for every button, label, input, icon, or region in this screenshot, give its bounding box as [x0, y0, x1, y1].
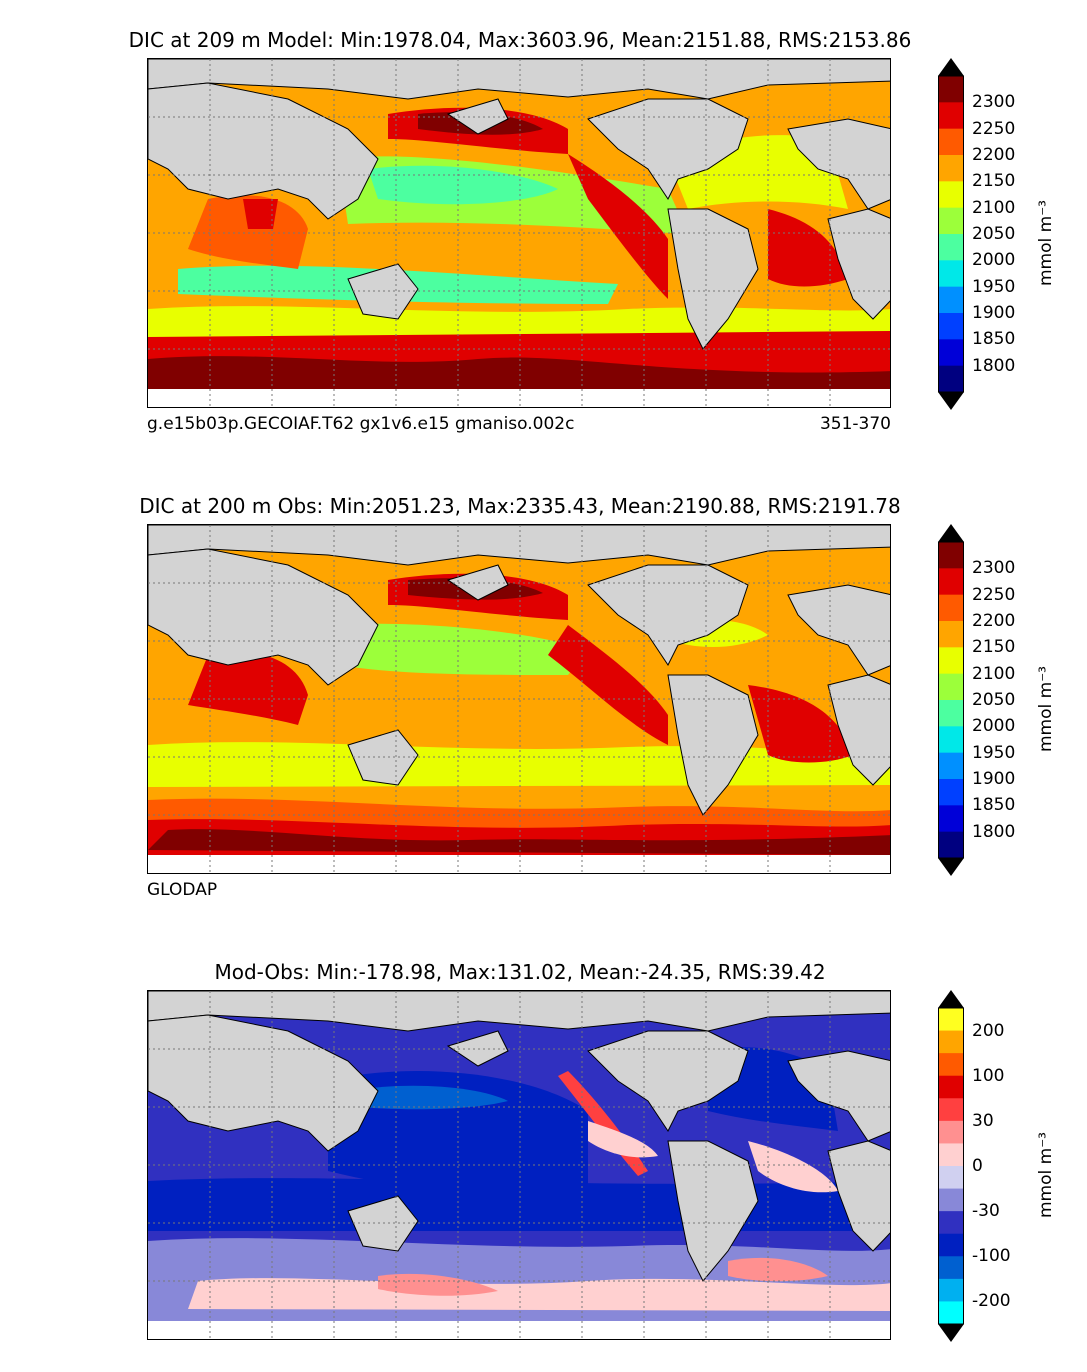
colorbar-swatch	[938, 260, 964, 288]
colorbar-swatch	[938, 286, 964, 314]
colorbar-tick-label: 1900	[972, 303, 1016, 323]
colorbar-bottom-arrow	[938, 392, 964, 410]
colorbar-top-arrow	[938, 58, 964, 76]
panel2-map	[147, 524, 891, 874]
colorbar-tick-label: -200	[972, 1291, 1011, 1312]
colorbar-top-arrow	[938, 990, 964, 1008]
colorbar-tick-label: 30	[972, 1110, 994, 1131]
colorbar-top-arrow	[938, 524, 964, 542]
colorbar-tick-label: 2050	[972, 224, 1016, 244]
colorbar-swatch	[938, 1075, 964, 1099]
colorbar-swatch	[938, 313, 964, 340]
colorbar-tick-label: 200	[972, 1020, 1005, 1041]
colorbar-tick-label: 1800	[972, 355, 1016, 376]
colorbar-tick-label: -100	[972, 1246, 1011, 1267]
colorbar-swatch	[938, 1188, 964, 1212]
colorbar-swatch	[938, 207, 964, 235]
colorbar-swatch	[938, 1120, 964, 1144]
panel1-years-label: 351-370	[819, 414, 891, 434]
colorbar-tick-label: 2050	[972, 690, 1016, 710]
colorbar-swatch	[938, 621, 964, 648]
colorbar-swatch	[938, 181, 964, 209]
colorbar-swatch	[938, 1301, 964, 1325]
colorbar-swatch	[938, 779, 964, 806]
colorbar-swatch	[938, 102, 964, 130]
colorbar-tick-label: 2200	[972, 611, 1016, 631]
colorbar-tick-label: 2000	[972, 250, 1016, 271]
colorbar-swatch	[938, 76, 964, 103]
colorbar-swatch	[938, 365, 964, 393]
colorbar-swatch	[938, 1233, 964, 1257]
colorbar-swatch	[938, 752, 964, 780]
colorbar-swatch	[938, 1008, 964, 1032]
panel2-colorbar-unit: mmol m⁻³	[1036, 666, 1056, 752]
colorbar-swatch	[938, 339, 964, 367]
colorbar-swatch	[938, 1256, 964, 1280]
colorbar-swatch	[938, 234, 964, 261]
panel2-title: DIC at 200 m Obs: Min:2051.23, Max:2335.…	[139, 494, 901, 518]
panel2-source-label: GLODAP	[147, 880, 218, 900]
panel1-case-label: g.e15b03p.GECOIAF.T62 gx1v6.e15 gmaniso.…	[147, 414, 575, 434]
colorbar-tick-label: 2150	[972, 171, 1016, 192]
panel3-colorbar-unit: mmol m⁻³	[1036, 1132, 1056, 1218]
colorbar-tick-label: 2000	[972, 716, 1016, 737]
panel3-colorbar	[938, 990, 964, 1342]
colorbar-tick-label: 2200	[972, 145, 1016, 165]
colorbar-swatch	[938, 128, 964, 156]
colorbar-swatch	[938, 1053, 964, 1077]
colorbar-swatch	[938, 1278, 964, 1302]
colorbar-tick-label: 2100	[972, 197, 1016, 218]
colorbar-swatch	[938, 1143, 964, 1167]
colorbar-tick-label: 1950	[972, 742, 1016, 763]
colorbar-tick-label: 2250	[972, 584, 1016, 605]
colorbar-outline	[938, 1007, 964, 1325]
colorbar-swatch	[938, 1098, 964, 1122]
colorbar-swatch	[938, 568, 964, 596]
colorbar-swatch	[938, 700, 964, 727]
panel1-map	[147, 58, 891, 408]
panel1-colorbar	[938, 58, 964, 410]
panel1-colorbar-unit: mmol m⁻³	[1036, 200, 1056, 286]
panel1-title: DIC at 209 m Model: Min:1978.04, Max:360…	[128, 28, 912, 52]
colorbar-bottom-arrow	[938, 1324, 964, 1342]
colorbar-swatch	[938, 647, 964, 675]
colorbar-swatch	[938, 831, 964, 859]
colorbar-swatch	[938, 1211, 964, 1235]
colorbar-tick-label: 1850	[972, 795, 1016, 816]
colorbar-tick-label: 2250	[972, 118, 1016, 139]
colorbar-swatch	[938, 1030, 964, 1054]
colorbar-tick-label: 2100	[972, 663, 1016, 684]
colorbar-tick-label: -30	[972, 1201, 1000, 1222]
colorbar-outline	[938, 75, 964, 393]
colorbar-swatch	[938, 155, 964, 182]
colorbar-swatch	[938, 1166, 964, 1190]
colorbar-swatch	[938, 805, 964, 833]
panel2-colorbar	[938, 524, 964, 876]
colorbar-swatch	[938, 594, 964, 622]
colorbar-swatch	[938, 726, 964, 754]
colorbar-tick-label: 2300	[972, 92, 1016, 113]
colorbar-bottom-arrow	[938, 858, 964, 876]
colorbar-tick-label: 1850	[972, 329, 1016, 350]
colorbar-swatch	[938, 542, 964, 569]
colorbar-tick-label: 100	[972, 1065, 1005, 1086]
colorbar-tick-label: 1800	[972, 821, 1016, 842]
colorbar-swatch	[938, 673, 964, 701]
colorbar-tick-label: 2300	[972, 558, 1016, 579]
panel3-title: Mod-Obs: Min:-178.98, Max:131.02, Mean:-…	[214, 960, 826, 984]
colorbar-tick-label: 0	[972, 1156, 983, 1176]
colorbar-tick-label: 1900	[972, 769, 1016, 789]
panel3-map	[147, 990, 891, 1340]
colorbar-outline	[938, 541, 964, 859]
colorbar-tick-label: 2150	[972, 637, 1016, 658]
colorbar-tick-label: 1950	[972, 276, 1016, 297]
